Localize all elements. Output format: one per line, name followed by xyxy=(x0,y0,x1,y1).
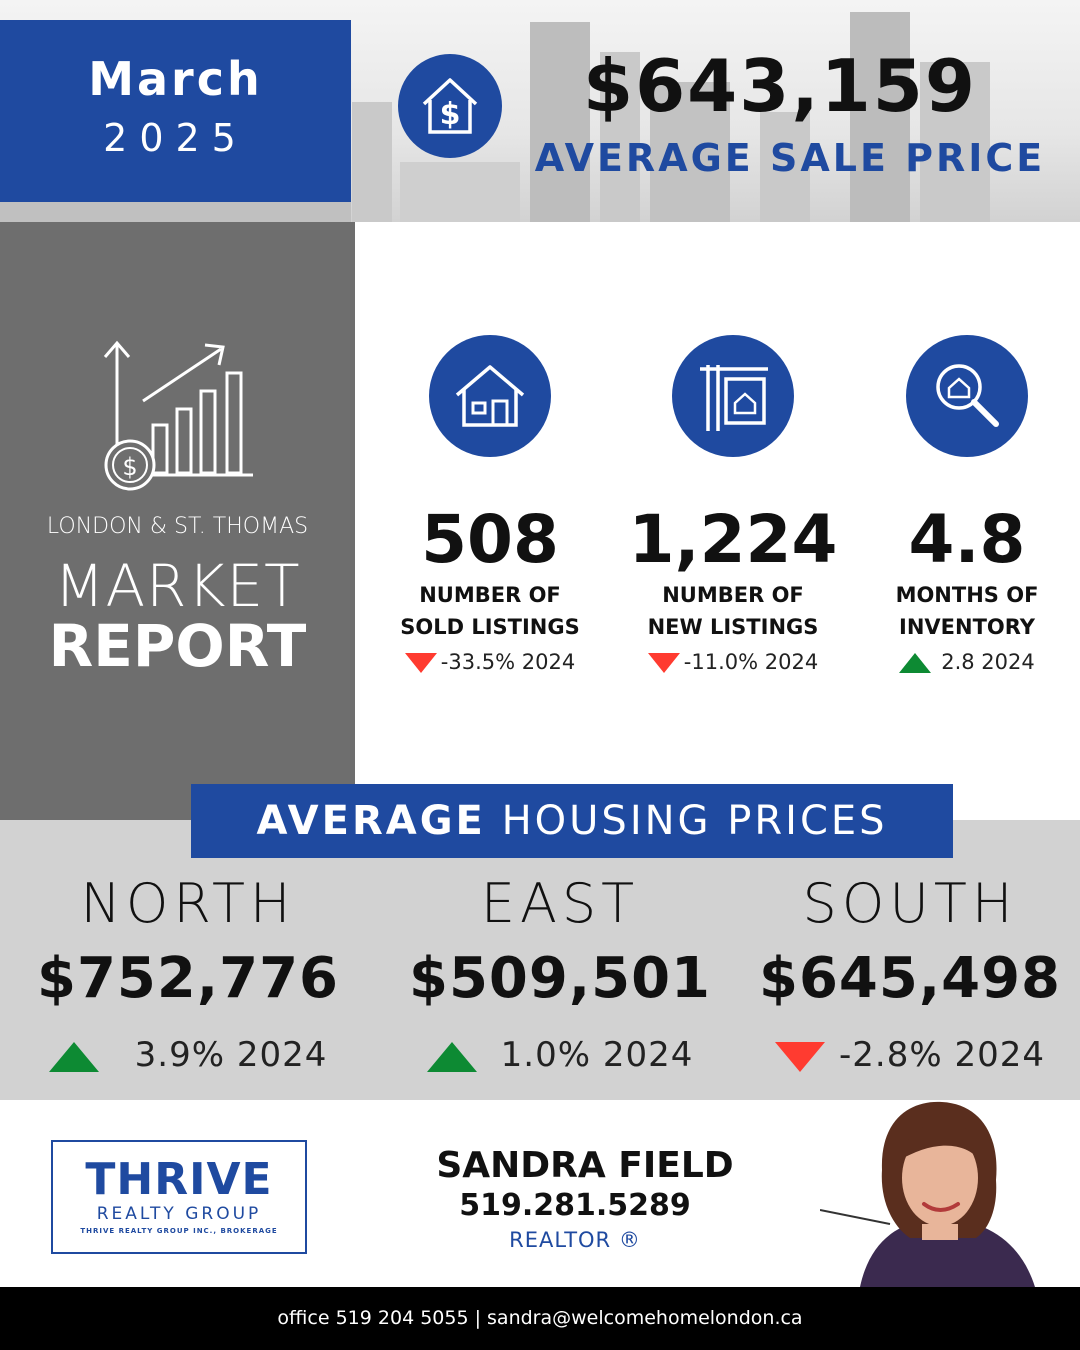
stat-label: MONTHS OF xyxy=(895,583,1039,607)
stat-sold-listings: 508 NUMBER OF SOLD LISTINGS -33.5% 2024 xyxy=(370,335,610,677)
housing-prices-section xyxy=(0,820,1080,1100)
area-price: $752,776 xyxy=(36,946,340,1011)
down-arrow-icon xyxy=(404,653,437,673)
svg-text:$: $ xyxy=(440,97,461,132)
house-search-icon xyxy=(906,335,1028,457)
stat-change: -11.0% 2024 xyxy=(613,647,853,677)
agent-portrait xyxy=(820,1100,1060,1287)
report-year: 2025 xyxy=(103,116,248,160)
stat-value: 1,224 xyxy=(628,501,838,578)
area-north: NORTH $752,776 3.9% 2024 xyxy=(8,872,368,1076)
stat-label: NUMBER OF xyxy=(419,583,561,607)
house-dollar-icon: $ xyxy=(398,54,502,158)
logo-sub: REALTY GROUP xyxy=(96,1204,262,1224)
area-change: 3.9% 2024 xyxy=(8,1034,368,1076)
growth-chart-dollar-icon: $ xyxy=(95,337,255,496)
market-report-panel: $ LONDON & ST. THOMAS MARKET REPORT xyxy=(0,222,355,820)
area-name: EAST xyxy=(480,872,640,935)
up-arrow-icon xyxy=(899,653,932,673)
brokerage-logo: THRIVE REALTY GROUP THRIVE REALTY GROUP … xyxy=(51,1140,307,1254)
up-arrow-icon xyxy=(426,1041,477,1072)
svg-text:$: $ xyxy=(122,453,137,481)
logo-tiny: THRIVE REALTY GROUP INC., BROKERAGE xyxy=(80,1227,278,1235)
housing-prices-banner: AVERAGE HOUSING PRICES xyxy=(191,784,953,858)
report-title-market: MARKET xyxy=(54,552,301,620)
area-east: EAST $509,501 1.0% 2024 xyxy=(380,872,740,1076)
area-change: -2.8% 2024 xyxy=(730,1034,1080,1076)
stat-label: INVENTORY xyxy=(899,615,1035,639)
area-name: SOUTH xyxy=(802,872,1018,935)
area-change: 1.0% 2024 xyxy=(380,1034,740,1076)
average-sale-price: $643,159 xyxy=(582,44,978,128)
area-name: NORTH xyxy=(80,872,296,935)
report-region: LONDON & ST. THOMAS xyxy=(46,514,309,539)
stat-label: NEW LISTINGS xyxy=(647,615,819,639)
stat-label: NUMBER OF xyxy=(662,583,804,607)
stat-change: -33.5% 2024 xyxy=(370,647,610,677)
up-arrow-icon xyxy=(48,1041,99,1072)
for-sale-sign-icon xyxy=(672,335,794,457)
agent-title: REALTOR ® xyxy=(509,1228,641,1252)
stat-change: 2.8 2024 xyxy=(847,647,1080,677)
report-month: March xyxy=(88,52,263,106)
agent-phone: 519.281.5289 xyxy=(459,1188,691,1223)
stat-value: 4.8 xyxy=(908,501,1026,578)
stat-label: SOLD LISTINGS xyxy=(400,615,580,639)
area-price: $509,501 xyxy=(408,946,712,1011)
report-title-report: REPORT xyxy=(48,612,307,680)
house-icon xyxy=(429,335,551,457)
average-sale-price-label: AVERAGE SALE PRICE xyxy=(534,136,1046,180)
stat-new-listings: 1,224 NUMBER OF NEW LISTINGS -11.0% 2024 xyxy=(613,335,853,677)
stat-value: 508 xyxy=(421,501,559,578)
down-arrow-icon xyxy=(647,653,680,673)
agent-name: SANDRA FIELD xyxy=(436,1145,734,1186)
date-box: March 2025 xyxy=(0,20,351,202)
down-arrow-icon xyxy=(775,1041,825,1072)
area-price: $645,498 xyxy=(758,946,1062,1011)
area-south: SOUTH $645,498 -2.8% 2024 xyxy=(730,872,1080,1076)
stat-months-inventory: 4.8 MONTHS OF INVENTORY 2.8 2024 xyxy=(847,335,1080,677)
logo-main: THRIVE xyxy=(85,1154,273,1205)
contact-bar: office 519 204 5055 | sandra@welcomehome… xyxy=(0,1287,1080,1350)
